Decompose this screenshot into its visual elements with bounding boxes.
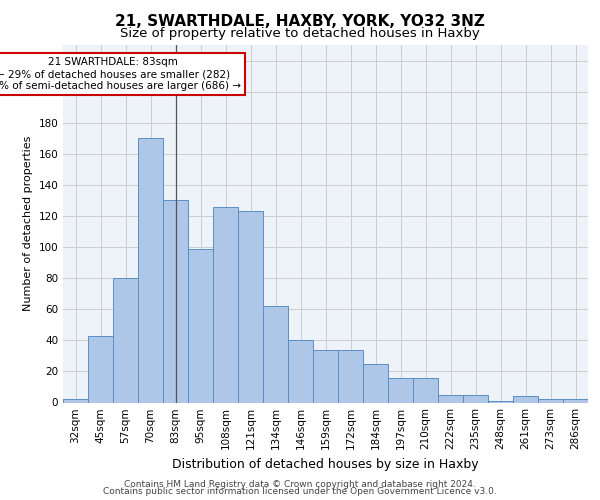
Bar [363,364,388,403]
Bar [563,400,588,402]
Bar [288,340,313,402]
Bar [413,378,438,402]
Bar [388,378,413,402]
Bar [213,206,238,402]
Text: Contains HM Land Registry data © Crown copyright and database right 2024.: Contains HM Land Registry data © Crown c… [124,480,476,489]
Bar [113,278,138,402]
Text: 21, SWARTHDALE, HAXBY, YORK, YO32 3NZ: 21, SWARTHDALE, HAXBY, YORK, YO32 3NZ [115,14,485,29]
Bar [313,350,338,403]
Bar [238,212,263,402]
X-axis label: Distribution of detached houses by size in Haxby: Distribution of detached houses by size … [172,458,479,471]
Bar [188,248,213,402]
Bar [163,200,188,402]
Text: Contains public sector information licensed under the Open Government Licence v3: Contains public sector information licen… [103,488,497,496]
Bar [463,394,488,402]
Bar [513,396,538,402]
Bar [63,400,88,402]
Bar [88,336,113,402]
Y-axis label: Number of detached properties: Number of detached properties [23,136,33,312]
Bar [538,400,563,402]
Text: 21 SWARTHDALE: 83sqm
← 29% of detached houses are smaller (282)
70% of semi-deta: 21 SWARTHDALE: 83sqm ← 29% of detached h… [0,58,241,90]
Bar [338,350,363,403]
Bar [438,394,463,402]
Bar [263,306,288,402]
Text: Size of property relative to detached houses in Haxby: Size of property relative to detached ho… [120,28,480,40]
Bar [138,138,163,402]
Bar [488,401,513,402]
